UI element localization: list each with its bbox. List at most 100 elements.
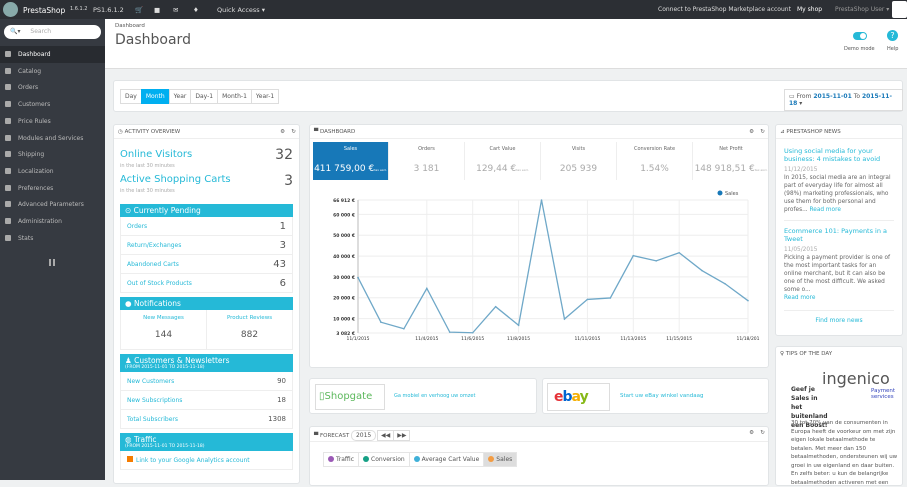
collapse-sidebar-icon[interactable] bbox=[49, 259, 55, 266]
tab-sales[interactable]: Sales bbox=[483, 452, 518, 467]
globe-icon bbox=[5, 168, 11, 174]
x-tick-label: 11/6/2015 bbox=[461, 336, 484, 342]
find-more-news-link[interactable]: Find more news bbox=[815, 317, 863, 324]
search-placeholder: Search bbox=[30, 28, 52, 35]
period-month[interactable]: Month bbox=[140, 89, 170, 104]
sidebar-item-preferences[interactable]: Preferences bbox=[0, 180, 105, 197]
refresh-icon[interactable]: ↻ bbox=[291, 129, 296, 135]
customers-title: Customers & Newsletters bbox=[134, 356, 230, 365]
x-tick-label: 11/15/2015 bbox=[666, 336, 692, 342]
sidebar-item-label: Modules and Services bbox=[18, 135, 84, 142]
kpi-conversion-rate[interactable]: Conversion Rate 1.54% bbox=[617, 142, 693, 180]
sidebar-item-customers[interactable]: Customers bbox=[0, 96, 105, 113]
sidebar-item-price-rules[interactable]: Price Rules bbox=[0, 113, 105, 130]
cart-icon[interactable]: 🛒 bbox=[135, 6, 144, 14]
configure-icon[interactable]: ⚙ bbox=[749, 129, 754, 135]
sidebar-item-orders[interactable]: Orders bbox=[0, 79, 105, 96]
sales-line bbox=[357, 199, 749, 334]
new-messages-value: 144 bbox=[154, 330, 173, 340]
sidebar-item-modules[interactable]: Modules and Services bbox=[0, 130, 105, 147]
kpi-sales[interactable]: Sales 411 759,00 €tax excl. bbox=[313, 142, 389, 180]
marketplace-connect-link[interactable]: Connect to PrestaShop Marketplace accoun… bbox=[658, 6, 791, 13]
configure-icon[interactable]: ⚙ bbox=[749, 430, 754, 436]
user-menu[interactable]: PrestaShop User ▾ bbox=[835, 6, 890, 13]
news-item-title[interactable]: Ecommerce 101: Payments in a Tweet bbox=[784, 227, 888, 243]
kpi-cart-value[interactable]: Cart Value 129,44 €tax excl. bbox=[465, 142, 541, 180]
customers-row[interactable]: Total Subscribers 1308 bbox=[120, 410, 293, 429]
pending-value: 1 bbox=[279, 220, 286, 232]
quick-access-menu[interactable]: Quick Access ▾ bbox=[217, 6, 266, 14]
help-icon[interactable]: ? bbox=[887, 30, 898, 41]
ebay-ad[interactable]: ebay Start uw eBay winkel vandaag bbox=[542, 378, 769, 414]
breadcrumb[interactable]: Dashboard bbox=[115, 23, 145, 29]
configure-icon[interactable]: ⚙ bbox=[280, 129, 285, 135]
period-month-1[interactable]: Month-1 bbox=[217, 89, 252, 104]
demo-mode-toggle[interactable] bbox=[853, 32, 867, 40]
y-tick-label: 3 082 € bbox=[336, 331, 355, 337]
avatar[interactable] bbox=[892, 1, 907, 18]
period-year[interactable]: Year bbox=[168, 89, 192, 104]
sidebar-item-localization[interactable]: Localization bbox=[0, 163, 105, 180]
sidebar-item-dashboard[interactable]: Dashboard bbox=[0, 46, 105, 63]
pending-label: Abandoned Carts bbox=[127, 260, 179, 268]
sidebar-item-administration[interactable]: Administration bbox=[0, 213, 105, 230]
new-messages[interactable]: New Messages 144 bbox=[121, 310, 207, 349]
kpi-net-profit[interactable]: Net Profit 148 918,51 €tax excl. bbox=[693, 142, 769, 180]
news-item-text: In 2015, social media are an integral pa… bbox=[784, 175, 891, 213]
tab-average-cart-value[interactable]: Average Cart Value bbox=[408, 452, 485, 467]
pending-row[interactable]: Orders 1 bbox=[120, 217, 293, 236]
sidebar-item-label: Dashboard bbox=[18, 51, 51, 58]
pending-label: Orders bbox=[127, 222, 148, 230]
refresh-icon[interactable]: ↻ bbox=[760, 129, 765, 135]
help-label[interactable]: Help bbox=[887, 46, 899, 52]
prestashop-logo-icon[interactable] bbox=[3, 2, 18, 17]
my-shop-link[interactable]: My shop bbox=[797, 6, 823, 13]
product-reviews[interactable]: Product Reviews 882 bbox=[207, 310, 292, 349]
mail-icon[interactable]: ✉ bbox=[173, 6, 179, 14]
kpi-label: Cart Value bbox=[489, 146, 516, 152]
search-input[interactable]: 🔍▾ Search bbox=[4, 25, 101, 39]
refresh-icon[interactable]: ↻ bbox=[760, 430, 765, 436]
kpi-orders[interactable]: Orders 3 181 bbox=[389, 142, 465, 180]
brand[interactable]: PrestaShop bbox=[23, 6, 66, 15]
kpi-label: Net Profit bbox=[719, 146, 743, 152]
online-visitors-label[interactable]: Online Visitors bbox=[120, 149, 193, 160]
pending-row[interactable]: Out of Stock Products 6 bbox=[120, 274, 293, 293]
shopgate-link[interactable]: Ga mobiel en verhoog uw omzet bbox=[394, 393, 476, 399]
read-more-link[interactable]: Read more bbox=[784, 295, 816, 301]
kpi-visits[interactable]: Visits 205 939 bbox=[541, 142, 617, 180]
tab-traffic[interactable]: Traffic bbox=[323, 452, 360, 467]
date-range-picker[interactable]: ▭ From 2015-11-01 To 2015-11-18 ▾ bbox=[784, 89, 903, 111]
sidebar-item-catalog[interactable]: Catalog bbox=[0, 63, 105, 80]
x-tick-label: 11/11/2015 bbox=[574, 336, 600, 342]
period-day[interactable]: Day bbox=[120, 89, 142, 104]
pending-row[interactable]: Abandoned Carts 43 bbox=[120, 255, 293, 274]
next-year-button[interactable]: ▶▶ bbox=[393, 430, 411, 441]
customers-label: New Subscriptions bbox=[127, 396, 183, 404]
period-day-1[interactable]: Day-1 bbox=[190, 89, 219, 104]
customers-row[interactable]: New Subscriptions 18 bbox=[120, 391, 293, 410]
notifications-grid: New Messages 144 Product Reviews 882 bbox=[120, 310, 293, 350]
traffic-range: (FROM 2015-11-01 TO 2015-11-18) bbox=[125, 444, 205, 449]
tab-conversion[interactable]: Conversion bbox=[358, 452, 410, 467]
ebay-link[interactable]: Start uw eBay winkel vandaag bbox=[620, 393, 704, 399]
sidebar-item-stats[interactable]: Stats bbox=[0, 230, 105, 247]
sidebar-item-shipping[interactable]: Shipping bbox=[0, 146, 105, 163]
x-tick-label: 11/8/2015 bbox=[507, 336, 530, 342]
activity-header: ◷ Activity overview ⚙ ↻ bbox=[114, 125, 299, 139]
news-panel: ⊿ PrestaShop News Using social media for… bbox=[775, 124, 903, 336]
trophy-icon[interactable]: ♦ bbox=[193, 6, 199, 14]
sidebar-item-advanced-parameters[interactable]: Advanced Parameters bbox=[0, 196, 105, 213]
user-icon[interactable]: ■ bbox=[154, 6, 161, 14]
news-item-title[interactable]: Using social media for your business: 4 … bbox=[784, 147, 881, 163]
customers-row[interactable]: New Customers 90 bbox=[120, 372, 293, 391]
forecast-year[interactable]: 2015 bbox=[350, 430, 377, 441]
google-analytics-link[interactable]: Link to your Google Analytics account bbox=[120, 451, 293, 470]
read-more-link[interactable]: Read more bbox=[809, 207, 841, 213]
top-bar: PrestaShop 1.6.1.2 PS1.6.1.2 🛒 ■ ✉ ♦ Qui… bbox=[0, 0, 907, 19]
period-year-1[interactable]: Year-1 bbox=[250, 89, 280, 104]
previous-year-button[interactable]: ◀◀ bbox=[377, 430, 395, 441]
active-carts-label[interactable]: Active Shopping Carts bbox=[120, 174, 231, 185]
shopgate-ad[interactable]: ▯Shopgate Ga mobiel en verhoog uw omzet bbox=[309, 378, 537, 414]
pending-row[interactable]: Return/Exchanges 3 bbox=[120, 236, 293, 255]
